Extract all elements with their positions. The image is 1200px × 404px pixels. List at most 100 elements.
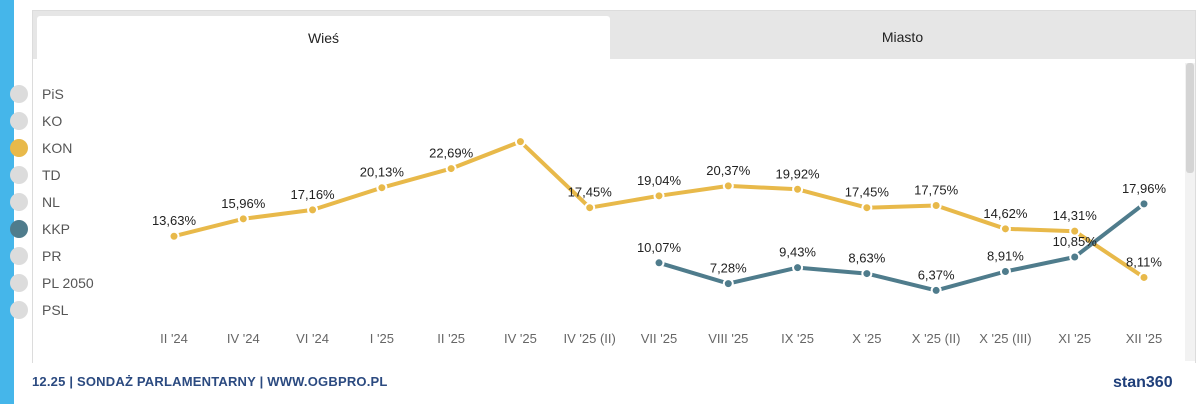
legend-label: NL bbox=[42, 194, 60, 210]
stan360-logo: stan360 bbox=[1113, 368, 1193, 398]
x-tick-label: VIII '25 bbox=[708, 331, 748, 346]
data-label-kkp: 7,28% bbox=[710, 261, 747, 276]
tab-wies[interactable]: Wieś bbox=[37, 16, 610, 60]
legend-item-kon[interactable]: KON bbox=[10, 136, 72, 160]
data-label-kon: 13,63% bbox=[152, 213, 197, 228]
data-label-kon: 19,92% bbox=[776, 166, 821, 181]
legend-label: TD bbox=[42, 167, 61, 183]
legend-dot-icon bbox=[10, 301, 28, 319]
legend-label: KO bbox=[42, 113, 63, 129]
left-accent-bar bbox=[0, 0, 14, 404]
x-tick-label: VI '24 bbox=[296, 331, 329, 346]
legend-item-pr[interactable]: PR bbox=[10, 244, 61, 268]
legend-dot-icon bbox=[10, 166, 28, 184]
x-tick-label: X '25 (III) bbox=[979, 331, 1031, 346]
data-point-kon bbox=[1069, 225, 1081, 237]
data-point-kon bbox=[445, 163, 457, 175]
data-point-kkp bbox=[792, 262, 804, 274]
x-tick-label: II '24 bbox=[160, 331, 188, 346]
chart-card: Wieś Miasto bbox=[32, 10, 1196, 363]
legend-dot-icon bbox=[10, 247, 28, 265]
data-point-kon bbox=[792, 183, 804, 195]
footer-source: 12.25 | SONDAŻ PARLAMENTARNY | WWW.OGBPR… bbox=[32, 374, 388, 389]
data-label-kkp: 17,96% bbox=[1122, 181, 1167, 196]
data-label-kkp: 10,85% bbox=[1053, 234, 1098, 249]
x-tick-label: IV '24 bbox=[227, 331, 260, 346]
data-point-kkp bbox=[999, 265, 1011, 277]
data-point-kon bbox=[653, 190, 665, 202]
data-point-kon bbox=[376, 182, 388, 194]
tab-miasto[interactable]: Miasto bbox=[881, 29, 924, 45]
data-label-kkp: 8,91% bbox=[987, 248, 1024, 263]
data-point-kon bbox=[930, 199, 942, 211]
data-label-kon: 14,31% bbox=[1053, 208, 1098, 223]
data-point-kon bbox=[861, 202, 873, 214]
data-label-kkp: 10,07% bbox=[637, 240, 682, 255]
data-label-kon: 15,96% bbox=[221, 196, 266, 211]
data-point-kon bbox=[307, 204, 319, 216]
data-point-kkp bbox=[1069, 251, 1081, 263]
legend-label: PL 2050 bbox=[42, 275, 94, 291]
data-point-kon bbox=[168, 230, 180, 242]
logo-text: stan360 bbox=[1113, 374, 1173, 391]
data-point-kkp bbox=[930, 284, 942, 296]
legend-dot-icon bbox=[10, 220, 28, 238]
data-point-kkp bbox=[722, 278, 734, 290]
x-tick-label: X '25 bbox=[852, 331, 881, 346]
series-kkp: 10,07% 7,28% 9,43% 8,63% 6,37% 8,91% 10,85% 17,… bbox=[637, 181, 1167, 296]
x-tick-label: VII '25 bbox=[641, 331, 677, 346]
legend-item-pl2050[interactable]: PL 2050 bbox=[10, 271, 94, 295]
data-point-kkp bbox=[653, 257, 665, 269]
data-label-kon: 17,45% bbox=[568, 185, 613, 200]
data-point-kkp bbox=[1138, 198, 1150, 210]
data-point-kon bbox=[999, 223, 1011, 235]
data-point-kon bbox=[584, 202, 596, 214]
legend-item-kkp[interactable]: KKP bbox=[10, 217, 70, 241]
data-point-kkp bbox=[861, 268, 873, 280]
legend-dot-icon bbox=[10, 112, 28, 130]
legend-dot-icon bbox=[10, 193, 28, 211]
legend-dot-icon bbox=[10, 274, 28, 292]
data-point-kon bbox=[237, 213, 249, 225]
legend-item-pis[interactable]: PiS bbox=[10, 82, 64, 106]
data-label-kon: 14,62% bbox=[983, 206, 1028, 221]
legend-item-ko[interactable]: KO bbox=[10, 109, 62, 133]
data-label-kon: 17,45% bbox=[845, 185, 890, 200]
legend-dot-icon bbox=[10, 139, 28, 157]
legend-label: PiS bbox=[42, 86, 64, 102]
x-tick-label: II '25 bbox=[437, 331, 465, 346]
series-kon: 13,63% 15,96% 17,16% 20,13% 22,69% 17,45% 19,0… bbox=[152, 136, 1162, 283]
data-label-kon: 8,11% bbox=[1126, 254, 1162, 269]
x-tick-label: IV '25 bbox=[504, 331, 537, 346]
data-label-kon: 22,69% bbox=[429, 146, 474, 161]
data-label-kkp: 6,37% bbox=[918, 267, 955, 282]
data-label-kkp: 9,43% bbox=[779, 245, 816, 260]
data-label-kon: 17,75% bbox=[914, 182, 959, 197]
scrollbar-track[interactable] bbox=[1185, 63, 1195, 361]
data-point-kon bbox=[1138, 271, 1150, 283]
legend-label: PR bbox=[42, 248, 62, 264]
legend-item-psl[interactable]: PSL bbox=[10, 298, 68, 322]
legend-label: KKP bbox=[42, 221, 71, 237]
x-tick-label: IV '25 (II) bbox=[564, 331, 616, 346]
legend-label: KON bbox=[42, 140, 73, 156]
x-tick-label: X '25 (II) bbox=[912, 331, 961, 346]
x-tick-label: I '25 bbox=[370, 331, 394, 346]
legend-dot-icon bbox=[10, 85, 28, 103]
legend-item-td[interactable]: TD bbox=[10, 163, 61, 187]
data-point-kon bbox=[722, 180, 734, 192]
legend-label: PSL bbox=[42, 302, 69, 318]
data-label-kon: 19,04% bbox=[637, 173, 682, 188]
scrollbar-thumb[interactable] bbox=[1186, 63, 1194, 173]
tab-bar: Wieś Miasto bbox=[33, 11, 1195, 60]
x-tick-label: XI '25 bbox=[1058, 331, 1091, 346]
legend-item-nl[interactable]: NL bbox=[10, 190, 60, 214]
x-tick-label: XII '25 bbox=[1126, 331, 1162, 346]
series-line-kkp bbox=[657, 201, 1146, 293]
data-label-kkp: 8,63% bbox=[848, 251, 885, 266]
x-tick-label: IX '25 bbox=[781, 331, 814, 346]
data-label-kon: 17,16% bbox=[291, 187, 336, 202]
data-label-kon: 20,37% bbox=[706, 163, 751, 178]
data-label-kon: 20,13% bbox=[360, 165, 405, 180]
